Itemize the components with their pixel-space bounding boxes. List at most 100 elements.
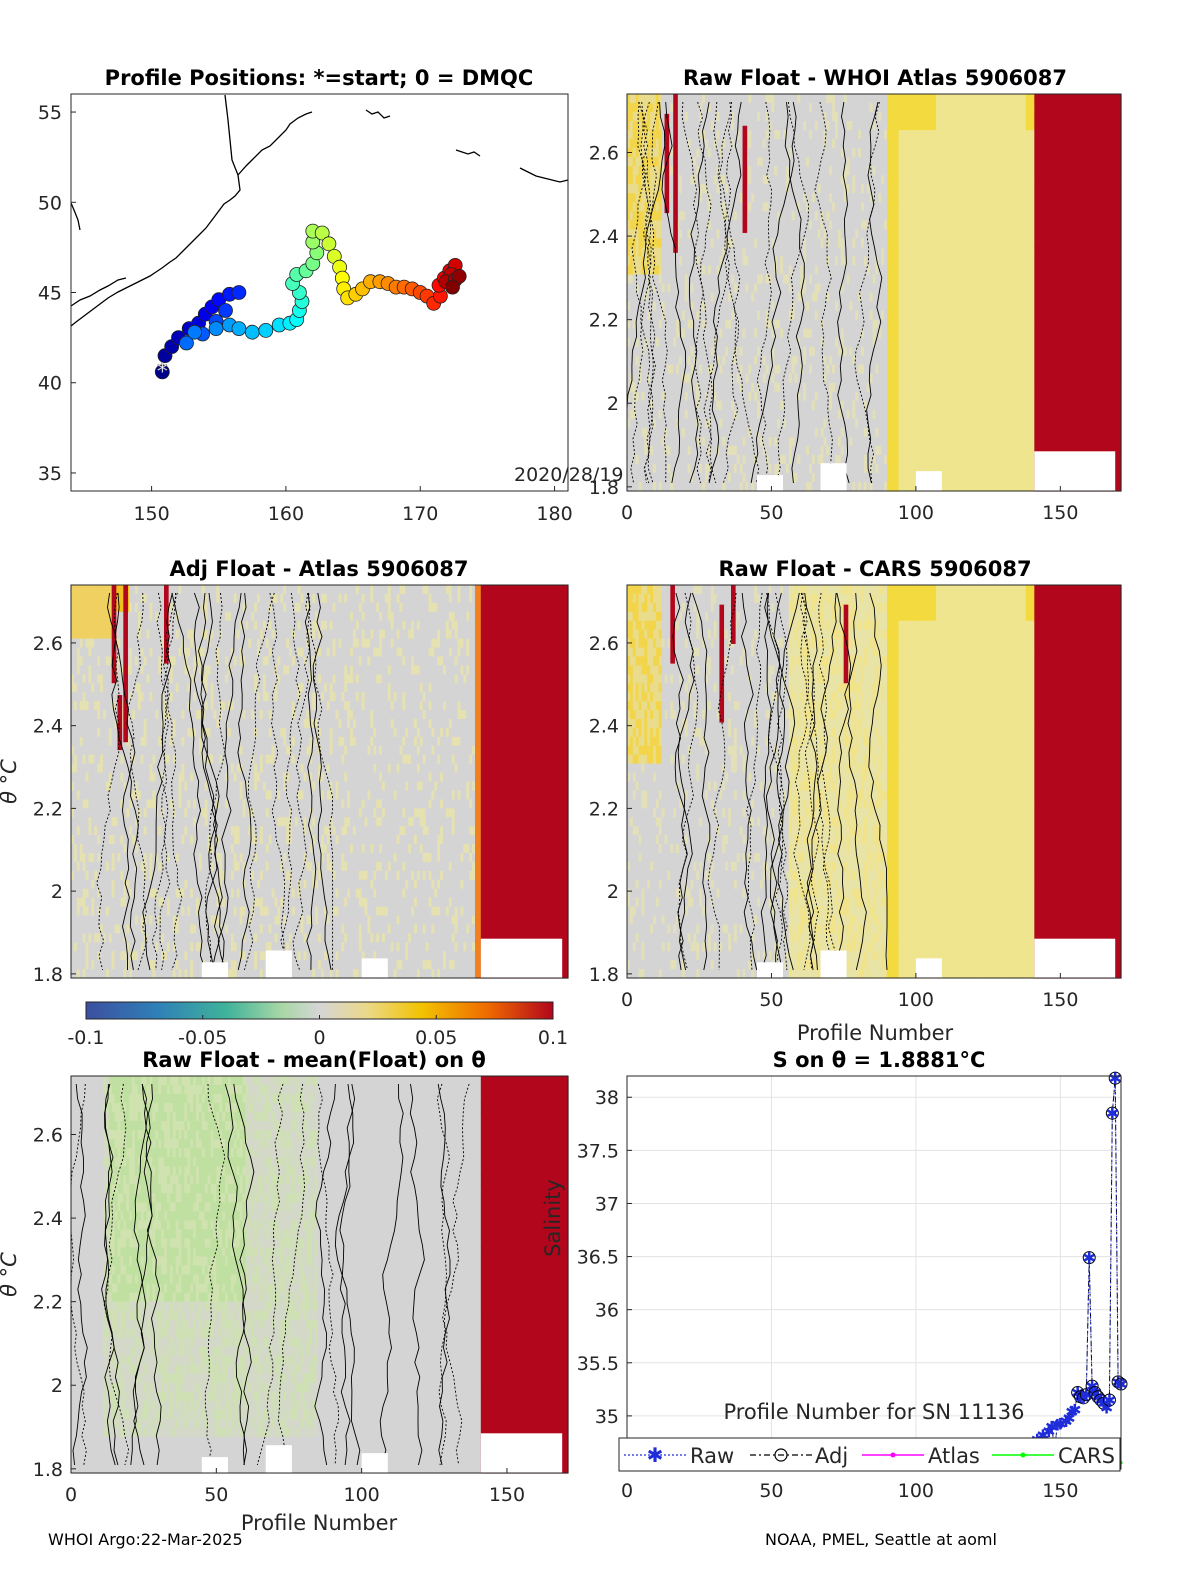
heatmap-cell [745,445,749,456]
heatmap-cell [702,418,706,429]
heatmap-cell [736,337,741,348]
heatmap-cell [705,265,709,276]
heatmap-cell [629,265,634,276]
heatmap-cell [679,202,683,212]
heatmap-cell [745,382,749,393]
heatmap-cell [765,229,770,239]
heatmap-cell [696,319,700,330]
heatmap-cell [673,283,677,294]
heatmap-cell [783,247,787,258]
heatmap-cell [650,121,654,131]
heatmap-cell [785,472,790,483]
heatmap-cell [696,148,700,158]
heatmap-cell [768,418,773,429]
heatmap-cell [728,274,732,285]
heatmap-cell [653,382,657,393]
heatmap-cell [757,355,761,366]
heatmap-cell [676,274,680,285]
heatmap-cell [774,337,778,348]
heatmap-cell [731,346,735,357]
heatmap-cell [705,157,709,167]
heatmap-cell [661,256,666,267]
heatmap-cell [632,400,637,411]
heatmap-cell [644,409,648,420]
heatmap-cell [713,310,718,321]
heatmap-cell [785,310,790,321]
heatmap-cell [644,436,648,447]
heatmap-cell [650,400,654,411]
heatmap-cell [759,373,764,384]
heatmap-cell [768,454,773,465]
heatmap-cell [667,427,671,438]
heatmap-cell [638,292,643,303]
heatmap-cell [627,346,631,357]
heatmap-cell [676,391,680,402]
heatmap-cell [676,445,680,456]
heatmap-cell [733,391,738,402]
heatmap-cell [690,454,695,465]
heatmap-cell [667,112,671,122]
heatmap-cell [739,103,744,113]
heatmap-cell [716,445,721,456]
heatmap-cell [785,427,790,438]
heatmap-cell [716,346,721,357]
heatmap-cell [722,256,726,267]
heatmap-cell [647,481,651,492]
heatmap-cell [736,472,741,483]
heatmap-cell [676,364,680,375]
heatmap-cell [647,193,651,203]
heatmap-cell [653,229,657,239]
heatmap-cell [702,445,706,456]
heatmap-cell [722,391,726,402]
heatmap-cell [742,409,747,420]
heatmap-cell [696,400,700,411]
heatmap-cell [655,202,660,212]
heatmap-cell [710,121,715,131]
heatmap-cell [719,346,723,357]
heatmap-cell [667,382,671,393]
heatmap-cell [664,247,669,258]
heatmap-cell [774,112,778,122]
heatmap-cell [728,94,732,104]
heatmap-cell [754,391,758,402]
heatmap-cell [653,337,657,348]
heatmap-cell [632,418,637,429]
heatmap-cell [627,472,631,483]
heatmap-cell [644,256,648,267]
heatmap-cell [710,166,715,176]
heatmap-cell [777,373,781,384]
heatmap-cell [748,184,752,194]
heatmap-cell [690,211,695,221]
heatmap-cell [745,373,749,384]
heatmap-cell [667,400,671,411]
heatmap-cell [757,148,761,158]
heatmap-cell [722,409,726,420]
track-point [231,285,247,300]
heatmap-cell [664,400,669,411]
heatmap-cell [661,202,666,212]
heatmap-cell [638,409,643,420]
heatmap-cell [661,310,666,321]
heatmap-cell [710,418,715,429]
heatmap-cell [710,103,715,113]
heatmap-cell [629,94,634,104]
heatmap-cell [768,166,773,176]
heatmap-cell [670,445,674,456]
heatmap-cell [771,436,775,447]
heatmap-cell [670,184,674,194]
heatmap-cell [728,337,732,348]
heatmap-cell [713,247,718,258]
heatmap-cell [670,130,674,140]
heatmap-cell [783,346,787,357]
heatmap-cell [742,94,747,104]
heatmap-cell [638,211,643,221]
heatmap-cell [627,436,631,447]
heatmap-cell [661,238,666,248]
heatmap-cell [759,445,764,456]
heatmap-cell [684,481,689,492]
heatmap-cell [745,409,749,420]
heatmap-cell [728,139,732,149]
heatmap-cell [629,445,634,456]
heatmap-cell [774,211,778,221]
heatmap-cell [757,319,761,330]
